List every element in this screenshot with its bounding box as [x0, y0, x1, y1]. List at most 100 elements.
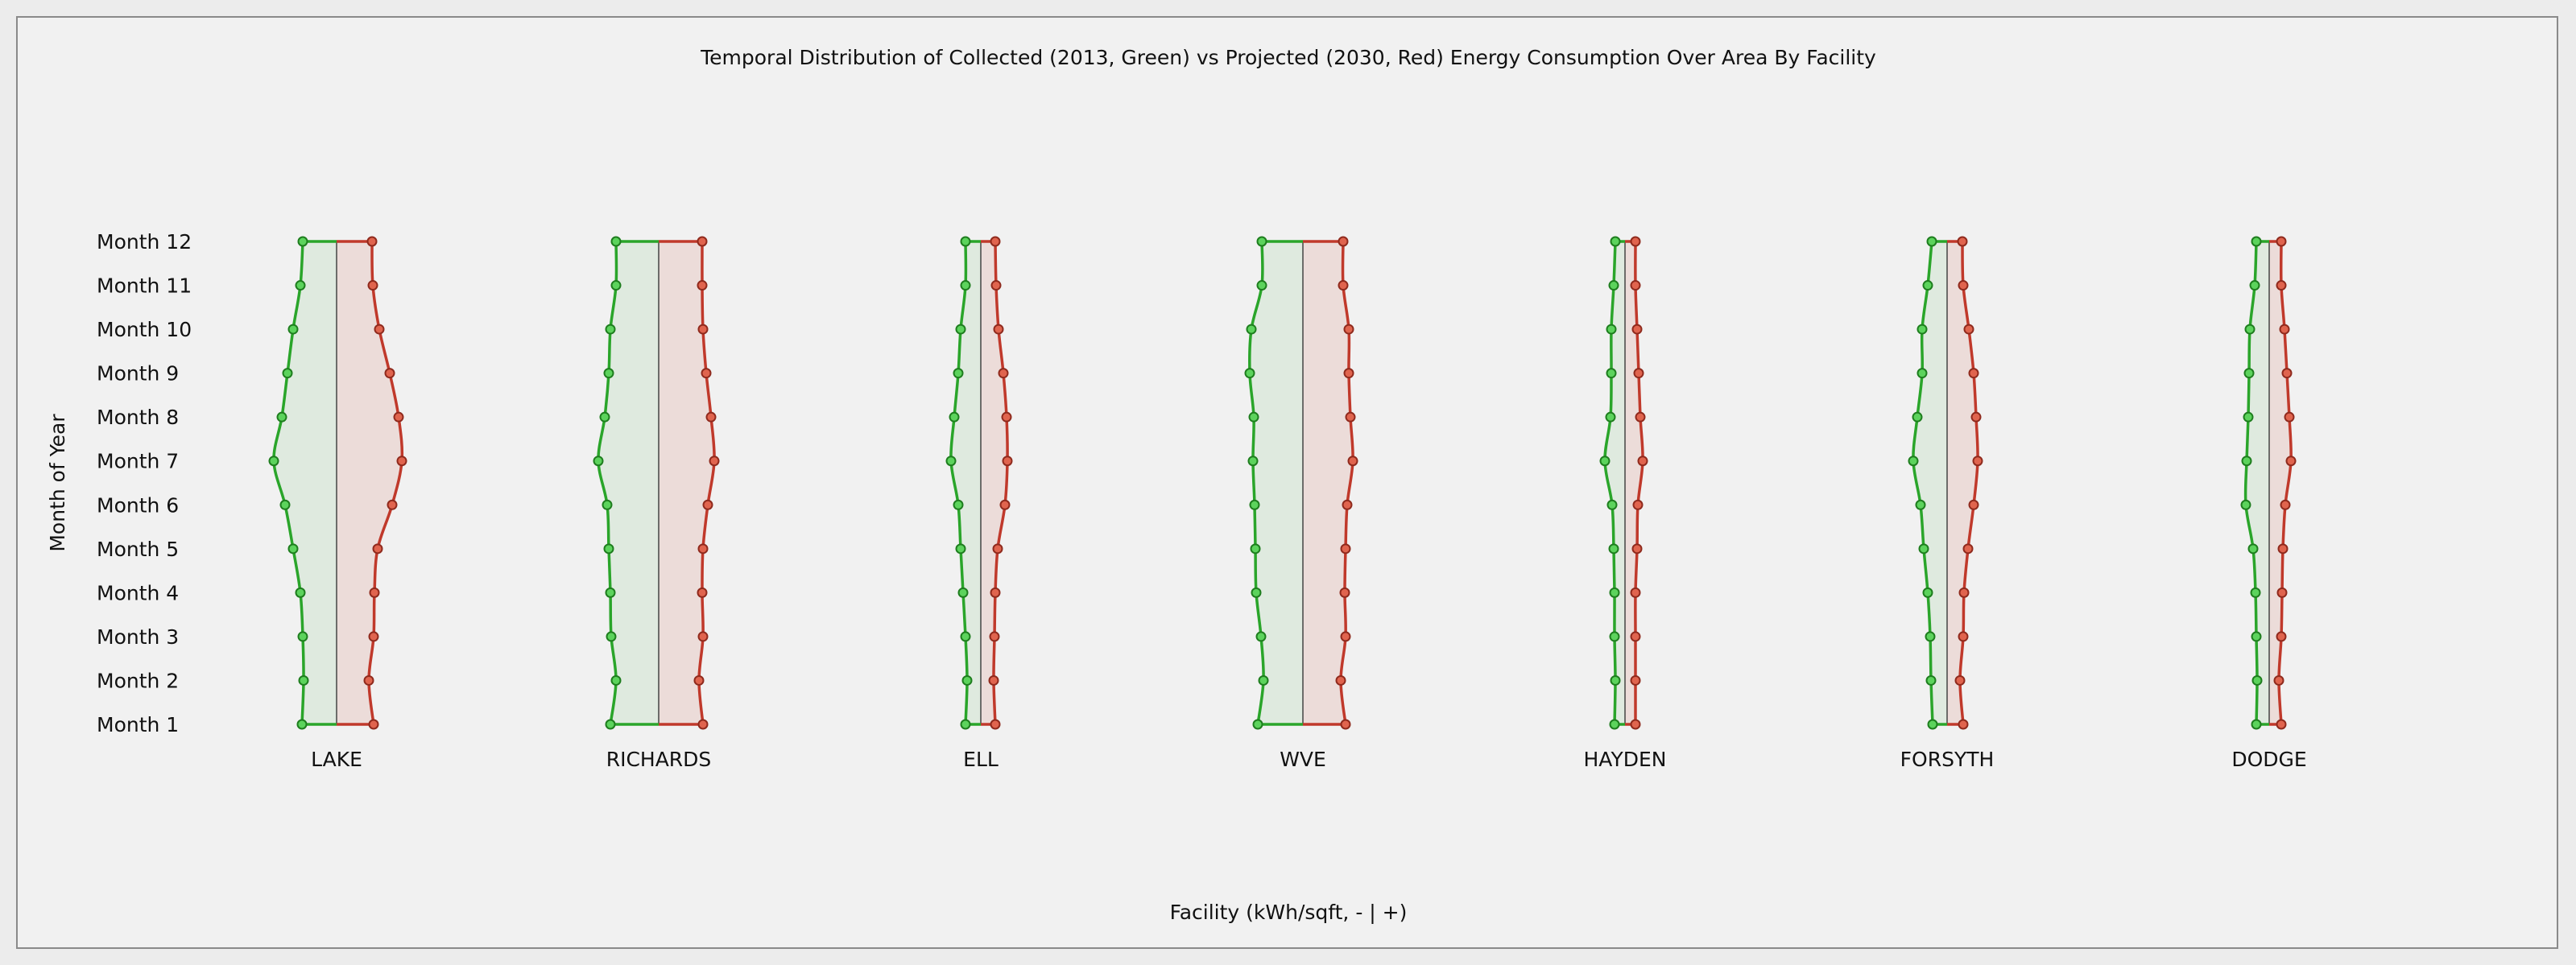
collected-2013-point	[1926, 236, 1937, 247]
y-tick-label: Month 2	[97, 669, 179, 692]
projected-2030-area	[1303, 241, 1354, 724]
projected-2030-point	[1630, 719, 1641, 730]
y-tick-labels: Month 1 Month 2 Month 3 Month 4 Month 5 Month…	[97, 230, 192, 736]
projected-2030-point	[998, 368, 1009, 379]
projected-2030-point	[1958, 719, 1969, 730]
projected-2030-point	[1968, 499, 1979, 510]
collected-2013-point	[1252, 719, 1263, 730]
collected-2013-area	[1604, 241, 1625, 724]
collected-2013-point	[1606, 324, 1617, 335]
projected-2030-point	[368, 719, 379, 730]
projected-2030-line	[1947, 240, 1979, 726]
y-tick-label: Month 6	[97, 493, 179, 517]
projected-2030-point	[697, 587, 708, 598]
projected-2030-point	[1630, 587, 1641, 598]
collected-2013-point	[287, 324, 299, 335]
projected-2030-point	[2276, 236, 2287, 247]
collected-2013-point	[957, 587, 969, 598]
collected-2013-point	[1922, 587, 1933, 598]
projected-2030-point	[1630, 631, 1641, 642]
y-tick-label: Month 1	[97, 713, 179, 736]
collected-2013-area	[1249, 241, 1303, 724]
projected-2030-point	[1335, 674, 1346, 686]
projected-2030-point	[372, 543, 383, 555]
collected-2013-point	[1599, 456, 1611, 467]
x-tick-label: HAYDEN	[1584, 748, 1667, 771]
collected-2013-line	[1248, 240, 1303, 726]
collected-2013-point	[610, 236, 622, 247]
y-tick-label: Month 4	[97, 581, 179, 604]
collected-2013-point	[2243, 368, 2255, 379]
collected-2013-point	[605, 587, 616, 598]
collected-2013-point	[603, 368, 614, 379]
projected-2030-point	[1340, 719, 1351, 730]
collected-2013-point	[1258, 674, 1269, 686]
projected-2030-point	[988, 674, 999, 686]
collected-2013-line	[949, 240, 981, 726]
projected-2030-point	[369, 587, 380, 598]
y-tick-label: Month 3	[97, 625, 179, 649]
collected-2013-point	[282, 368, 293, 379]
projected-2030-point	[1962, 543, 1974, 555]
projected-2030-point	[1958, 280, 1969, 291]
collected-2013-point	[1609, 587, 1620, 598]
projected-2030-line	[1303, 240, 1354, 726]
y-tick-label: Month 5	[97, 538, 179, 561]
projected-2030-point	[1968, 368, 1979, 379]
collected-2013-line	[2243, 240, 2269, 726]
collected-2013-point	[2250, 587, 2261, 598]
projected-2030-point	[1957, 236, 1968, 247]
y-tick-label: Month 11	[97, 274, 192, 298]
projected-2030-point	[705, 411, 717, 423]
projected-2030-point	[374, 324, 385, 335]
collected-2013-point	[605, 324, 616, 335]
projected-2030-point	[697, 324, 709, 335]
projected-2030-point	[1958, 631, 1969, 642]
collected-2013-point	[2251, 236, 2262, 247]
projected-2030-point	[999, 499, 1011, 510]
collected-2013-point	[2243, 411, 2254, 423]
collected-2013-point	[1248, 411, 1259, 423]
collected-2013-area	[2245, 241, 2269, 724]
projected-2030-point	[1001, 411, 1012, 423]
collected-2013-point	[1250, 543, 1261, 555]
projected-2030-point	[2277, 543, 2289, 555]
collected-2013-area	[597, 241, 659, 724]
projected-2030-point	[1970, 411, 1982, 423]
collected-2013-point	[1925, 674, 1937, 686]
collected-2013-point	[605, 719, 616, 730]
projected-2030-point	[1338, 280, 1349, 291]
projected-2030-point	[2279, 324, 2290, 335]
collected-2013-point	[1256, 280, 1267, 291]
projected-2030-area	[1947, 241, 1979, 724]
collected-2013-point	[2251, 719, 2262, 730]
collected-2013-point	[960, 236, 971, 247]
collected-2013-point	[610, 280, 622, 291]
collected-2013-point	[1915, 499, 1926, 510]
collected-2013-point	[2251, 631, 2262, 642]
collected-2013-line	[597, 240, 659, 726]
projected-2030-point	[1631, 324, 1643, 335]
violin-richards	[593, 236, 720, 730]
projected-2030-point	[697, 719, 709, 730]
projected-2030-line	[2269, 240, 2293, 726]
projected-2030-area	[659, 241, 715, 724]
projected-2030-point	[1347, 456, 1358, 467]
collected-2013-point	[2244, 324, 2256, 335]
projected-2030-point	[1345, 411, 1356, 423]
projected-2030-point	[1963, 324, 1974, 335]
collected-2013-point	[1925, 631, 1936, 642]
collected-2013-point	[1610, 674, 1621, 686]
x-tick-label: DODGE	[2231, 748, 2306, 771]
y-tick-label: Month 8	[97, 406, 179, 429]
projected-2030-point	[702, 499, 713, 510]
collected-2013-point	[295, 587, 306, 598]
collected-2013-line	[1912, 240, 1947, 726]
collected-2013-point	[2240, 499, 2251, 510]
projected-2030-point	[2276, 280, 2287, 291]
projected-2030-point	[1340, 543, 1351, 555]
projected-2030-point	[992, 543, 1003, 555]
collected-2013-point	[599, 411, 610, 423]
projected-2030-point	[990, 236, 1001, 247]
collected-2013-line	[272, 240, 337, 726]
